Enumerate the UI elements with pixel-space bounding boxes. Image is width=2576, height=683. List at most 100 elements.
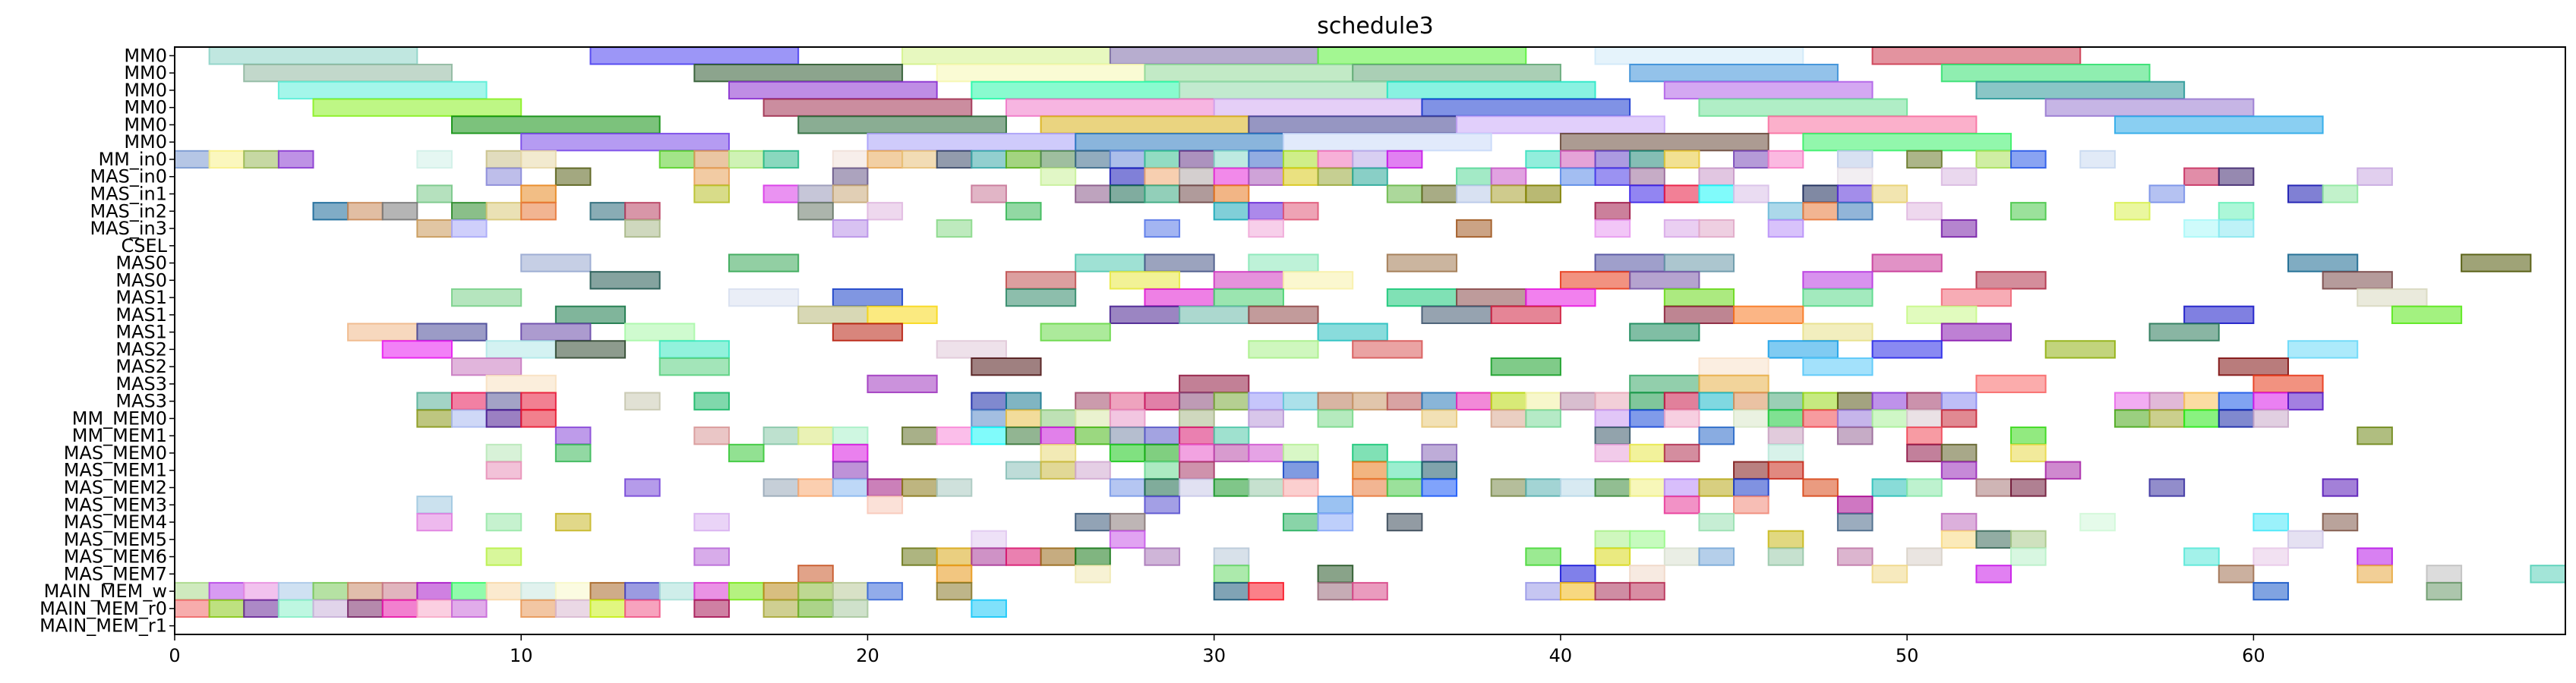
task-bar	[1005, 202, 1042, 221]
y-tick-label: CSEL	[121, 235, 167, 257]
task-bar	[1075, 512, 1111, 532]
task-bar	[2183, 392, 2220, 411]
y-tick-label: MAS_MEM4	[64, 511, 167, 533]
task-bar	[1940, 392, 1978, 411]
task-bar	[1075, 409, 1111, 428]
task-bar	[1733, 409, 1769, 428]
task-bar	[1629, 409, 1665, 428]
task-bar	[1352, 581, 1388, 601]
task-bar	[1594, 150, 1631, 169]
task-bar	[1767, 547, 1804, 566]
task-bar	[1629, 63, 1839, 83]
task-bar	[554, 426, 592, 445]
task-bar	[1733, 150, 1769, 169]
task-bar	[1317, 496, 1354, 515]
task-bar	[1940, 167, 1978, 186]
task-bar	[2426, 565, 2463, 584]
task-bar	[520, 409, 557, 428]
task-bar	[1456, 392, 1492, 411]
task-bar	[2252, 547, 2290, 566]
task-bar	[1386, 392, 1423, 411]
task-bar	[971, 547, 1007, 566]
task-bar	[1940, 219, 1978, 238]
task-bar	[658, 357, 730, 376]
task-bar	[1559, 478, 1596, 497]
task-bar	[1490, 409, 1527, 428]
task-bar	[1698, 167, 1735, 186]
task-bar	[1629, 565, 1665, 584]
task-bar	[1005, 271, 1077, 290]
task-bar	[1109, 305, 1181, 325]
task-bar	[1594, 202, 1631, 221]
task-bar	[554, 167, 592, 186]
task-bar	[797, 115, 1007, 134]
task-bar	[2218, 357, 2290, 376]
task-bar	[1594, 167, 1631, 186]
task-bar	[1836, 184, 1874, 203]
task-bar	[1213, 565, 1250, 584]
task-bar	[589, 599, 627, 618]
task-bar	[936, 219, 973, 238]
task-bar	[1005, 288, 1077, 307]
task-bar	[1386, 461, 1423, 480]
task-bar	[1317, 392, 1354, 411]
task-bar	[1733, 496, 1769, 515]
task-bar	[2218, 219, 2255, 238]
task-bar	[1248, 202, 1284, 221]
task-bar	[1213, 443, 1250, 463]
y-tick-label: MAS3	[115, 373, 167, 395]
task-bar	[1005, 150, 1042, 169]
task-bar	[1456, 115, 1665, 134]
task-bar	[971, 357, 1042, 376]
y-tick-label: MAS1	[115, 304, 167, 326]
task-bar	[936, 340, 1007, 359]
task-bar	[1906, 478, 1943, 497]
task-bar	[520, 581, 557, 601]
task-bar	[1144, 167, 1181, 186]
task-bar	[1386, 512, 1423, 532]
y-tick-label: MAS_MEM6	[64, 546, 167, 568]
task-bar	[174, 150, 210, 169]
task-bar	[1144, 288, 1215, 307]
task-bar	[1594, 443, 1631, 463]
task-bar	[1317, 565, 1354, 584]
task-bar	[2357, 426, 2393, 445]
task-bar	[347, 581, 384, 601]
task-bar	[520, 150, 557, 169]
task-bar	[1421, 98, 1631, 117]
task-bar	[1317, 167, 1354, 186]
task-bar	[1213, 547, 1250, 566]
y-tick-label: MAS1	[115, 322, 167, 343]
task-bar	[762, 581, 800, 601]
task-bar	[1525, 288, 1596, 307]
task-bar	[1040, 167, 1077, 186]
task-bar	[1906, 426, 1943, 445]
task-bar	[1317, 581, 1354, 601]
task-bar	[174, 599, 210, 618]
task-bar	[1663, 392, 1700, 411]
task-bar	[1005, 392, 1042, 411]
task-bar	[1663, 409, 1700, 428]
task-bar	[693, 167, 730, 186]
task-bar	[1109, 409, 1146, 428]
task-bar	[1109, 46, 1319, 65]
task-bar	[589, 581, 627, 601]
task-bar	[2010, 150, 2047, 169]
task-bar	[2183, 305, 2255, 325]
y-tick-label: MAS_MEM0	[64, 442, 167, 464]
task-bar	[589, 202, 627, 221]
task-bar	[1144, 547, 1181, 566]
task-bar	[1456, 184, 1492, 203]
task-bar	[797, 426, 834, 445]
task-bar	[1282, 392, 1319, 411]
task-bar	[1871, 46, 2082, 65]
y-tick-label: MAS0	[115, 253, 167, 274]
task-bar	[1594, 547, 1631, 566]
task-bar	[243, 599, 279, 618]
task-bar	[1075, 565, 1111, 584]
task-bar	[1317, 323, 1388, 342]
task-bar	[1698, 184, 1735, 203]
task-bar	[208, 581, 245, 601]
task-bar	[1213, 202, 1250, 221]
task-bar	[1767, 409, 1804, 428]
